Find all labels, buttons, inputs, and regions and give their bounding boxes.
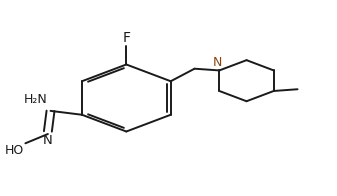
Text: F: F xyxy=(122,31,130,45)
Text: N: N xyxy=(43,134,53,147)
Text: H₂N: H₂N xyxy=(24,93,48,106)
Text: HO: HO xyxy=(4,144,24,157)
Text: N: N xyxy=(213,56,222,69)
